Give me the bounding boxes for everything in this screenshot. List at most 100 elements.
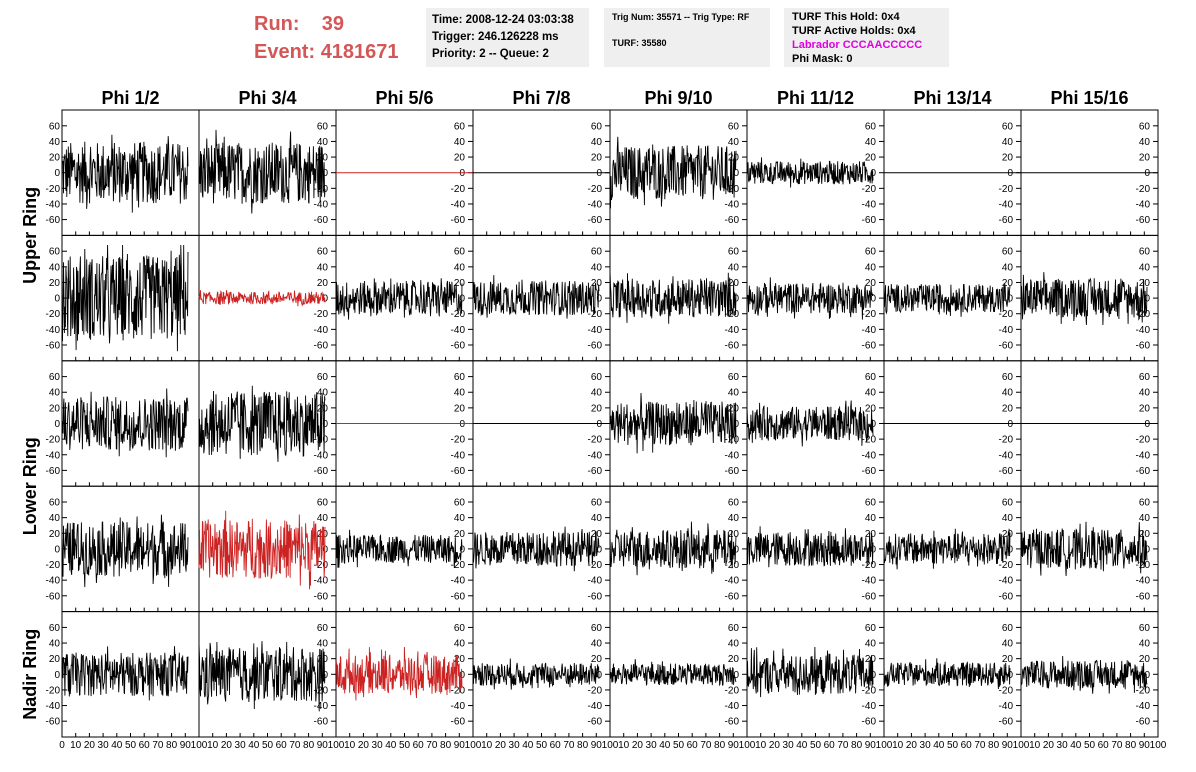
waveform-trace [746,277,874,320]
waveform-trace [609,136,737,209]
y-tick-label: 40 [317,137,329,148]
y-tick-label: 60 [865,372,877,383]
y-tick-label: 60 [317,121,329,132]
y-tick-label: -40 [1136,325,1151,336]
y-tick-label: -20 [46,309,61,320]
y-tick-label: 0 [733,294,739,305]
y-tick-label: 60 [1002,372,1014,383]
waveform-trace [746,400,874,447]
phi-column-label: Phi 15/16 [1050,88,1128,108]
ring-label: Upper Ring [20,187,40,284]
y-tick-label: -60 [451,215,466,226]
y-tick-label: -20 [46,560,61,571]
waveform-trace [335,278,463,320]
y-tick-label: -60 [1136,215,1151,226]
y-tick-label: 0 [870,670,876,681]
phi-column-label: Phi 13/14 [913,88,991,108]
y-tick-label: 40 [728,513,740,524]
y-tick-label: 20 [317,278,329,289]
x-tick-label: 70 [974,740,986,751]
x-tick-label: 100 [465,740,482,751]
y-tick-label: 60 [454,121,466,132]
y-tick-label: 20 [865,278,877,289]
x-tick-label: 100 [328,740,345,751]
y-tick-label: -40 [451,450,466,461]
y-tick-label: -40 [1136,576,1151,587]
y-tick-label: -60 [862,717,877,728]
y-tick-label: 40 [454,137,466,148]
y-tick-label: 40 [728,137,740,148]
ring-label: Lower Ring [20,437,40,535]
y-tick-label: 40 [591,262,603,273]
y-tick-label: -40 [999,701,1014,712]
y-tick-label: -20 [1136,184,1151,195]
waveform-trace [198,510,326,590]
y-tick-label: 0 [596,294,602,305]
y-tick-label: 0 [870,168,876,179]
y-tick-label: 20 [591,403,603,414]
y-tick-label: 40 [454,388,466,399]
y-tick-label: 60 [454,372,466,383]
waveform-trace [61,646,189,701]
y-tick-label: -60 [862,591,877,602]
y-tick-label: -60 [725,466,740,477]
y-tick-label: -60 [46,717,61,728]
y-tick-label: -40 [999,199,1014,210]
y-tick-label: 40 [317,639,329,650]
waveform-trace [335,646,463,701]
y-tick-label: -40 [588,701,603,712]
y-tick-label: -20 [1136,685,1151,696]
y-tick-label: 0 [1007,419,1013,430]
y-tick-label: -60 [1136,340,1151,351]
x-tick-label: 30 [1057,740,1069,751]
y-tick-label: 60 [591,247,603,258]
y-tick-label: -40 [451,199,466,210]
waveform-trace [335,529,463,568]
y-tick-label: -60 [862,215,877,226]
y-tick-label: 40 [1002,639,1014,650]
y-tick-label: -20 [1136,435,1151,446]
y-tick-label: -60 [46,466,61,477]
y-tick-label: 0 [1007,294,1013,305]
x-tick-label: 50 [1084,740,1096,751]
x-tick-label: 80 [303,740,315,751]
y-tick-label: -40 [999,450,1014,461]
y-tick-label: 40 [728,262,740,273]
phi-column-label: Phi 1/2 [101,88,159,108]
y-tick-label: 40 [865,388,877,399]
y-tick-label: -20 [999,309,1014,320]
x-tick-label: 40 [933,740,945,751]
y-tick-label: -20 [588,685,603,696]
y-tick-label: -40 [862,199,877,210]
x-tick-label: 70 [700,740,712,751]
y-tick-label: 40 [1139,513,1151,524]
y-tick-label: 40 [1139,262,1151,273]
y-tick-label: -40 [999,325,1014,336]
y-tick-label: -60 [46,591,61,602]
y-tick-label: 40 [317,262,329,273]
y-tick-label: 60 [728,121,740,132]
y-tick-label: 0 [322,168,328,179]
y-tick-label: 60 [1139,623,1151,634]
y-tick-label: -60 [725,340,740,351]
time-info-box: Time: 2008-12-24 03:03:38 Trigger: 246.1… [426,8,589,67]
y-tick-label: -40 [588,325,603,336]
x-tick-label: 60 [413,740,425,751]
y-tick-label: 0 [596,419,602,430]
y-tick-label: 20 [728,153,740,164]
y-tick-label: -60 [451,340,466,351]
y-tick-label: 0 [1144,168,1150,179]
y-tick-label: 20 [1002,403,1014,414]
x-tick-label: 70 [837,740,849,751]
x-tick-label: 30 [783,740,795,751]
x-tick-label: 10 [755,740,767,751]
waveform-trace [61,244,189,352]
waveform-trace [883,283,1011,317]
x-tick-label: 20 [84,740,96,751]
y-tick-label: 0 [1007,168,1013,179]
y-tick-label: -20 [451,184,466,195]
x-tick-label: 60 [687,740,699,751]
y-tick-label: 0 [459,294,465,305]
y-tick-label: -60 [314,717,329,728]
y-tick-label: 0 [733,670,739,681]
